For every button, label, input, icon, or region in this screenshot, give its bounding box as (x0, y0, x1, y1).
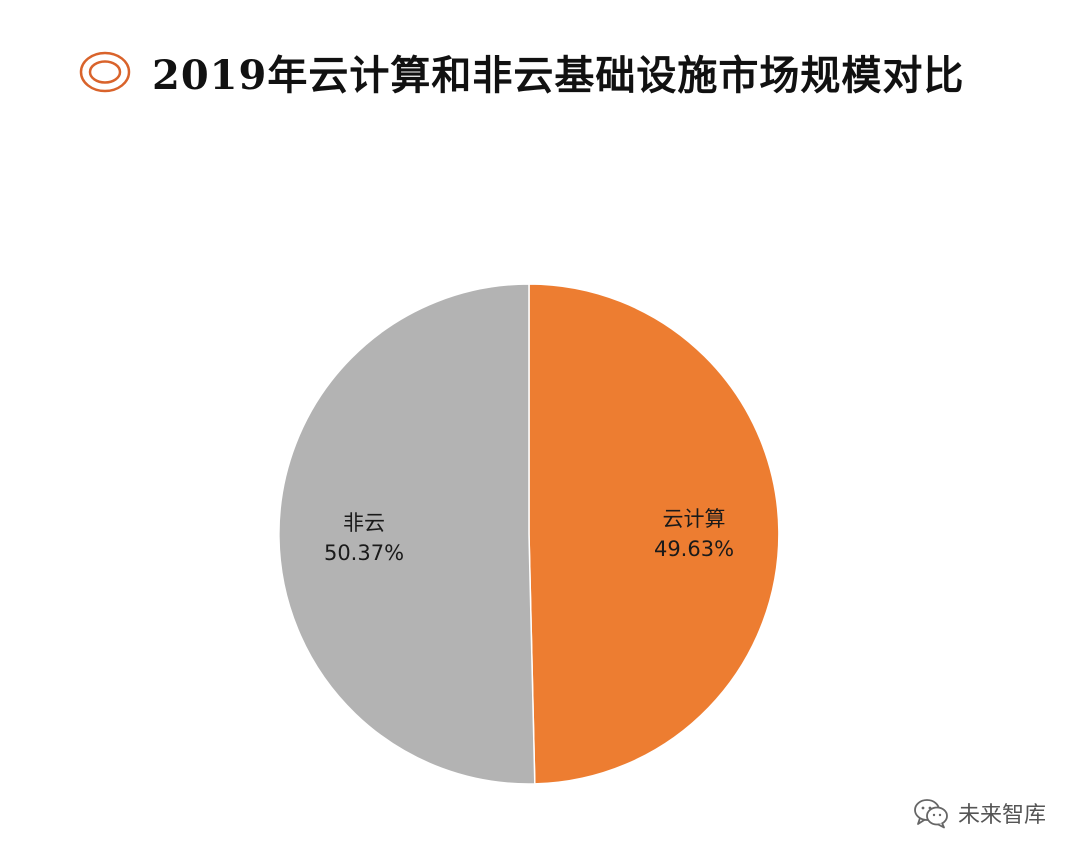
title-row: 2019年云计算和非云基础设施市场规模对比 (78, 44, 964, 100)
slice-label-0: 云计算 (663, 507, 726, 531)
slice-value-1: 50.37% (324, 541, 404, 565)
wechat-icon (914, 799, 948, 829)
page-title: 2019年云计算和非云基础设施市场规模对比 (152, 52, 965, 99)
pie-slice-1 (278, 283, 536, 785)
watermark-text: 未来智库 (957, 803, 1046, 828)
watermark: 未来智库 (912, 797, 1046, 829)
slice-value-0: 49.63% (654, 537, 734, 561)
slice-label-1: 非云 (343, 511, 385, 535)
concentric-circle-icon (79, 51, 131, 93)
pie-slice-0 (528, 283, 780, 785)
